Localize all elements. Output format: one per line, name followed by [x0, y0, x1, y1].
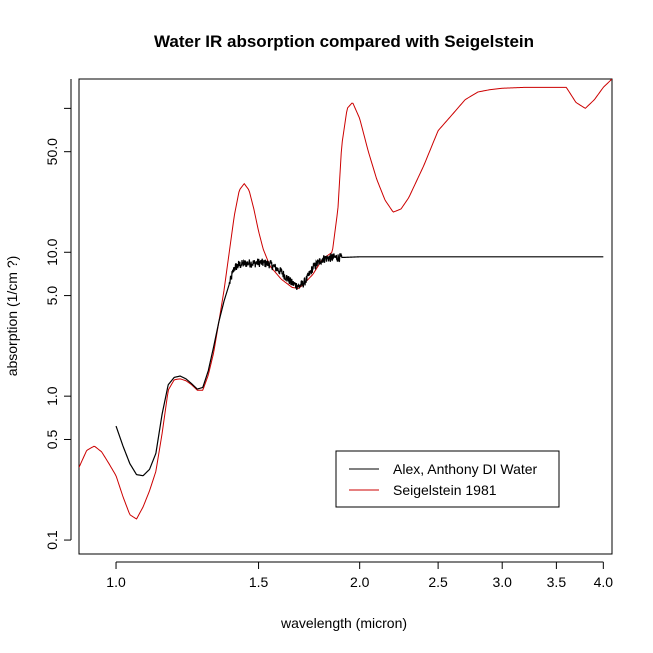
y-tick-label: 1.0 [44, 386, 60, 406]
x-axis-label: wavelength (micron) [280, 615, 407, 631]
x-tick-label: 1.5 [249, 574, 269, 590]
x-tick-label: 2.0 [350, 574, 370, 590]
y-axis: 0.1 0.5 1.0 5.0 10.0 50.0 [44, 79, 72, 550]
y-tick-label: 10.0 [44, 238, 60, 265]
y-tick-label: 0.5 [44, 430, 60, 450]
x-tick-label: 3.5 [547, 574, 567, 590]
x-tick-label: 1.0 [106, 574, 126, 590]
legend-box [335, 450, 560, 508]
chart-title: Water IR absorption compared with Seigel… [154, 32, 534, 51]
y-tick-label: 50.0 [44, 138, 60, 165]
x-tick-label: 2.5 [428, 574, 448, 590]
legend: Alex, Anthony DI Water Seigelstein 1981 [335, 450, 560, 508]
legend-label-seigelstein: Seigelstein 1981 [393, 482, 497, 498]
y-tick-label: 0.1 [44, 530, 60, 550]
y-tick-label: 5.0 [44, 286, 60, 306]
x-tick-label: 4.0 [594, 574, 614, 590]
y-axis-label: absorption (1/cm ?) [4, 256, 20, 377]
plot-frame [78, 78, 613, 555]
x-axis: 1.0 1.5 2.0 2.5 3.0 3.5 4.0 [106, 561, 614, 590]
series-line-alex [115, 253, 604, 477]
x-tick-label: 3.0 [492, 574, 512, 590]
series-line-seigelstein [79, 79, 612, 520]
series-layer [79, 79, 612, 520]
legend-label-alex: Alex, Anthony DI Water [393, 461, 538, 477]
